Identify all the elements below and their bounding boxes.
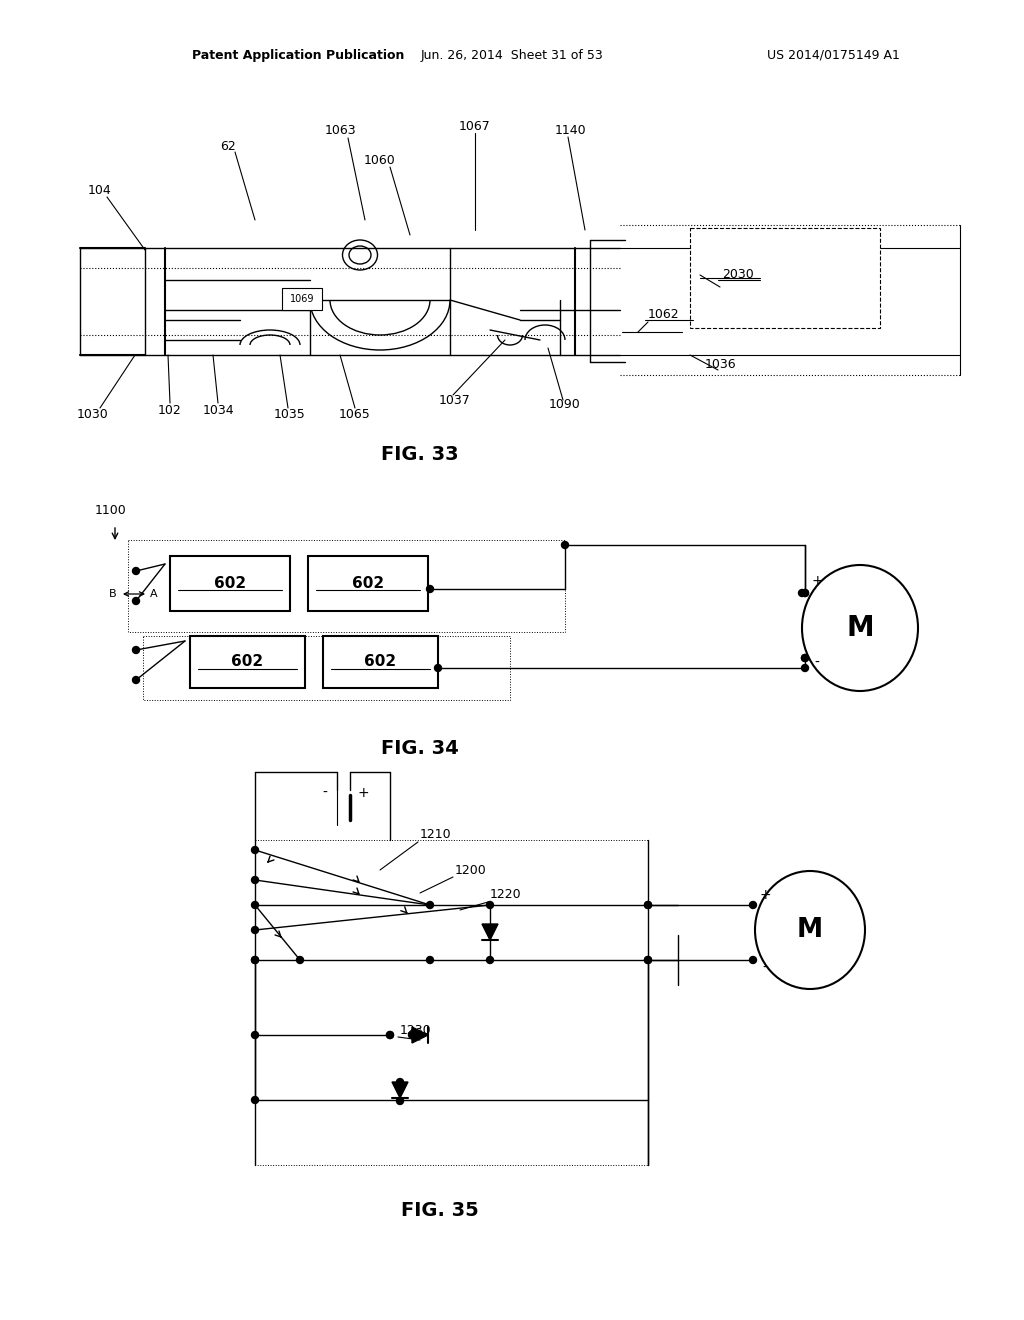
Circle shape <box>486 957 494 964</box>
Text: A: A <box>150 589 158 599</box>
Text: 1210: 1210 <box>420 829 452 842</box>
Text: 602: 602 <box>231 655 263 669</box>
Circle shape <box>252 957 258 964</box>
Text: 602: 602 <box>352 576 384 590</box>
Bar <box>170 556 290 611</box>
Text: 1030: 1030 <box>77 408 109 421</box>
Text: 1065: 1065 <box>339 408 371 421</box>
Text: M: M <box>846 614 873 642</box>
Circle shape <box>252 957 258 964</box>
Circle shape <box>427 586 433 593</box>
Text: 1090: 1090 <box>549 399 581 412</box>
Polygon shape <box>392 1082 408 1098</box>
Text: 1220: 1220 <box>490 888 521 902</box>
Text: M: M <box>797 917 823 942</box>
Text: +: + <box>811 574 823 587</box>
Bar <box>308 556 428 611</box>
Bar <box>690 228 880 327</box>
Circle shape <box>427 957 433 964</box>
Circle shape <box>802 590 809 597</box>
Circle shape <box>802 655 809 661</box>
Circle shape <box>644 957 651 964</box>
Circle shape <box>644 902 651 908</box>
Circle shape <box>297 957 303 964</box>
Circle shape <box>644 957 651 964</box>
Circle shape <box>252 902 258 908</box>
Text: 62: 62 <box>220 140 236 153</box>
Polygon shape <box>482 924 498 940</box>
Text: Jun. 26, 2014  Sheet 31 of 53: Jun. 26, 2014 Sheet 31 of 53 <box>421 49 603 62</box>
Circle shape <box>799 590 806 597</box>
Circle shape <box>409 1031 416 1039</box>
Text: 1062: 1062 <box>648 309 680 322</box>
Bar <box>128 540 565 632</box>
Circle shape <box>561 541 568 549</box>
Text: 1035: 1035 <box>274 408 306 421</box>
Circle shape <box>750 957 757 964</box>
Text: FIG. 33: FIG. 33 <box>381 446 459 465</box>
Bar <box>282 288 322 310</box>
Text: 1034: 1034 <box>202 404 233 417</box>
Text: FIG. 34: FIG. 34 <box>381 738 459 758</box>
Text: +: + <box>357 785 369 800</box>
Circle shape <box>132 568 139 574</box>
Circle shape <box>386 1031 393 1039</box>
Text: 1140: 1140 <box>554 124 586 136</box>
Text: 1067: 1067 <box>459 120 490 133</box>
Text: 1200: 1200 <box>455 863 486 876</box>
Bar <box>143 636 510 700</box>
Circle shape <box>252 876 258 883</box>
Circle shape <box>252 1031 258 1039</box>
Text: FIG. 35: FIG. 35 <box>401 1200 479 1220</box>
Circle shape <box>386 1031 393 1039</box>
Circle shape <box>427 902 433 908</box>
Text: -: - <box>323 785 328 800</box>
Circle shape <box>252 927 258 933</box>
Bar <box>190 636 305 688</box>
Bar <box>255 840 648 1166</box>
Text: 1230: 1230 <box>400 1023 432 1036</box>
Text: -: - <box>814 656 819 671</box>
Text: 1100: 1100 <box>95 503 127 516</box>
Text: Patent Application Publication: Patent Application Publication <box>193 49 404 62</box>
Circle shape <box>802 590 809 597</box>
Text: 102: 102 <box>158 404 182 417</box>
Circle shape <box>132 647 139 653</box>
Text: +: + <box>759 888 771 902</box>
Text: 2030: 2030 <box>722 268 754 281</box>
Text: B: B <box>109 589 116 599</box>
Circle shape <box>132 676 139 684</box>
Circle shape <box>434 664 441 672</box>
Text: -: - <box>763 961 767 975</box>
Text: US 2014/0175149 A1: US 2014/0175149 A1 <box>767 49 900 62</box>
Text: 1060: 1060 <box>365 153 396 166</box>
Text: 1063: 1063 <box>325 124 355 136</box>
Circle shape <box>396 1097 403 1105</box>
Text: 1036: 1036 <box>705 359 736 371</box>
Circle shape <box>802 664 809 672</box>
Bar <box>323 636 438 688</box>
Text: 1037: 1037 <box>439 393 471 407</box>
Circle shape <box>132 598 139 605</box>
Circle shape <box>396 1078 403 1085</box>
Circle shape <box>252 1097 258 1104</box>
Text: 104: 104 <box>88 183 112 197</box>
Polygon shape <box>412 1027 428 1043</box>
Circle shape <box>750 902 757 908</box>
Circle shape <box>644 902 651 908</box>
Circle shape <box>802 655 809 661</box>
Text: 602: 602 <box>364 655 396 669</box>
Text: 602: 602 <box>214 576 246 590</box>
Circle shape <box>252 846 258 854</box>
Circle shape <box>486 902 494 908</box>
Text: 1069: 1069 <box>290 294 314 304</box>
